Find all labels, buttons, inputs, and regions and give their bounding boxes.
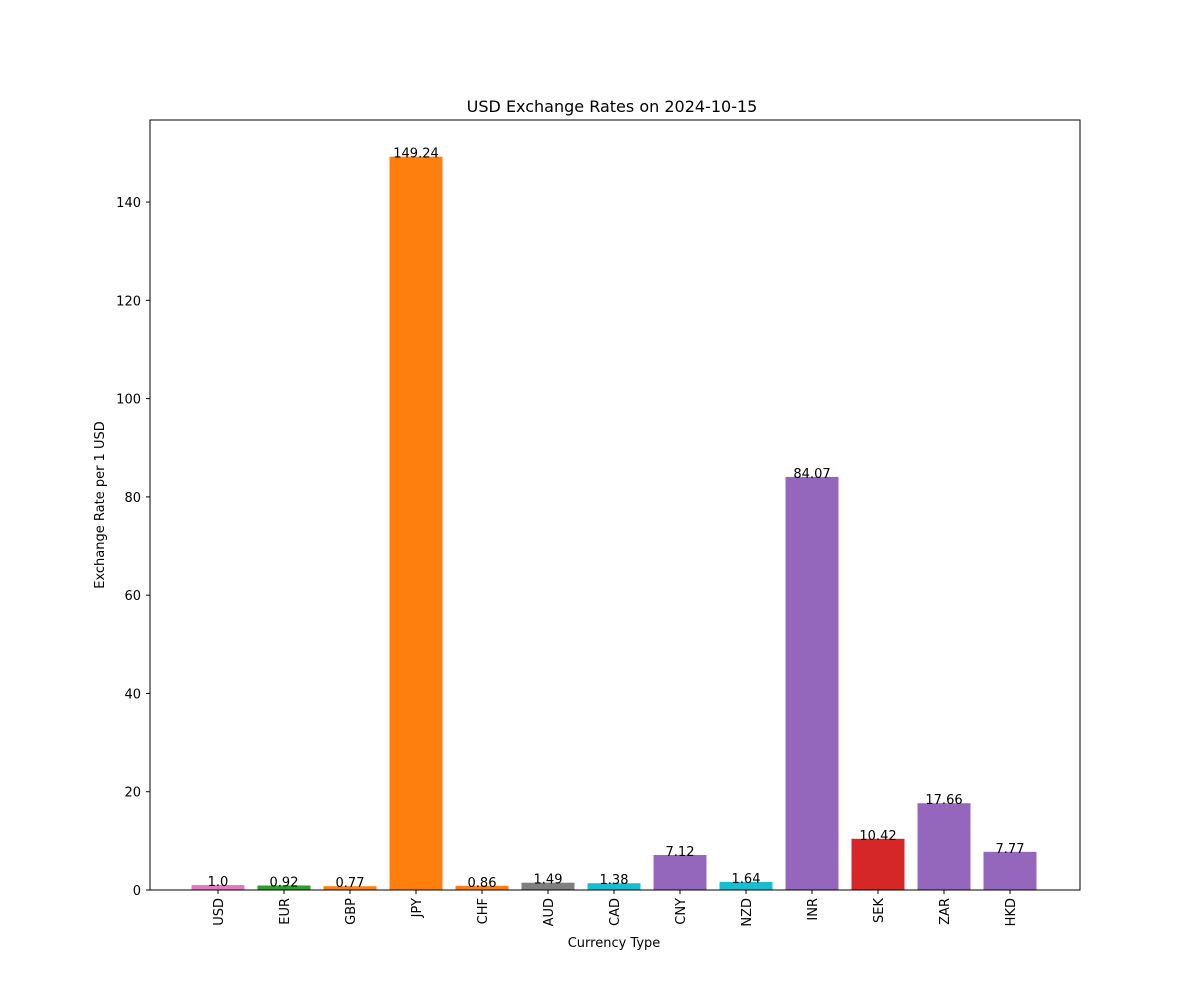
x-tick-label: INR <box>806 898 821 921</box>
chart-title: USD Exchange Rates on 2024-10-15 <box>467 97 758 116</box>
x-tick-label: CAD <box>608 898 623 926</box>
y-tick-label: 80 <box>124 491 141 506</box>
plot-frame <box>149 119 1081 891</box>
x-axis-label: Currency Type <box>568 936 661 951</box>
data-label-gbp: 0.77 <box>336 876 365 891</box>
data-label-chf: 0.86 <box>468 876 497 891</box>
y-tick-label: 0 <box>133 884 141 899</box>
y-axis-ticks: 0 20 40 60 80 100 120 140 <box>116 196 150 899</box>
bar-gbp <box>323 886 377 890</box>
bar-cny <box>653 855 707 890</box>
y-tick-label: 60 <box>124 589 141 604</box>
data-label-nzd: 1.64 <box>732 872 761 887</box>
bar-sek <box>851 838 905 890</box>
bars-group <box>191 156 1037 891</box>
bar-aud <box>521 882 575 890</box>
bar-zar <box>917 803 971 890</box>
y-tick-label: 120 <box>116 294 141 309</box>
data-label-eur: 0.92 <box>270 875 299 890</box>
x-tick-label: ZAR <box>938 898 953 925</box>
data-label-inr: 84.07 <box>793 467 830 482</box>
data-label-usd: 1.0 <box>208 875 229 890</box>
data-label-cny: 7.12 <box>666 845 695 860</box>
y-tick-label: 140 <box>116 196 141 211</box>
data-label-jpy: 149.24 <box>393 147 439 162</box>
bar-cad <box>587 883 641 890</box>
data-label-aud: 1.49 <box>534 873 563 888</box>
x-tick-label: EUR <box>278 898 293 925</box>
y-tick-label: 100 <box>116 393 141 408</box>
data-label-sek: 10.42 <box>859 829 896 844</box>
bar-nzd <box>719 881 773 890</box>
data-label-hkd: 7.77 <box>996 842 1025 857</box>
x-tick-label: USD <box>212 898 227 926</box>
y-tick-label: 40 <box>124 687 141 702</box>
bar-jpy <box>389 156 443 891</box>
x-axis-ticks: USD EUR GBP JPY CHF AUD CAD CNY NZD INR SEK ZAR HKD <box>212 890 1019 927</box>
x-tick-label: CHF <box>476 898 491 924</box>
bar-usd <box>191 885 245 890</box>
bar-inr <box>785 476 839 890</box>
x-tick-label: CNY <box>674 898 689 925</box>
y-tick-label: 20 <box>124 786 141 801</box>
x-tick-label: SEK <box>872 898 887 923</box>
x-tick-label: JPY <box>410 898 425 918</box>
data-label-cad: 1.38 <box>600 873 629 888</box>
x-tick-label: GBP <box>344 898 359 925</box>
data-label-zar: 17.66 <box>925 793 962 808</box>
bar-chf <box>455 885 509 890</box>
bar-eur <box>257 885 311 890</box>
x-tick-label: HKD <box>1004 898 1019 926</box>
data-labels-group: 1.0 0.92 0.77 149.24 0.86 1.49 1.38 7.12 1.64 84.… <box>208 147 1025 892</box>
x-tick-label: NZD <box>740 898 755 927</box>
x-tick-label: AUD <box>542 898 557 926</box>
bar-hkd <box>983 851 1037 890</box>
y-axis-label: Exchange Rate per 1 USD <box>93 421 108 589</box>
